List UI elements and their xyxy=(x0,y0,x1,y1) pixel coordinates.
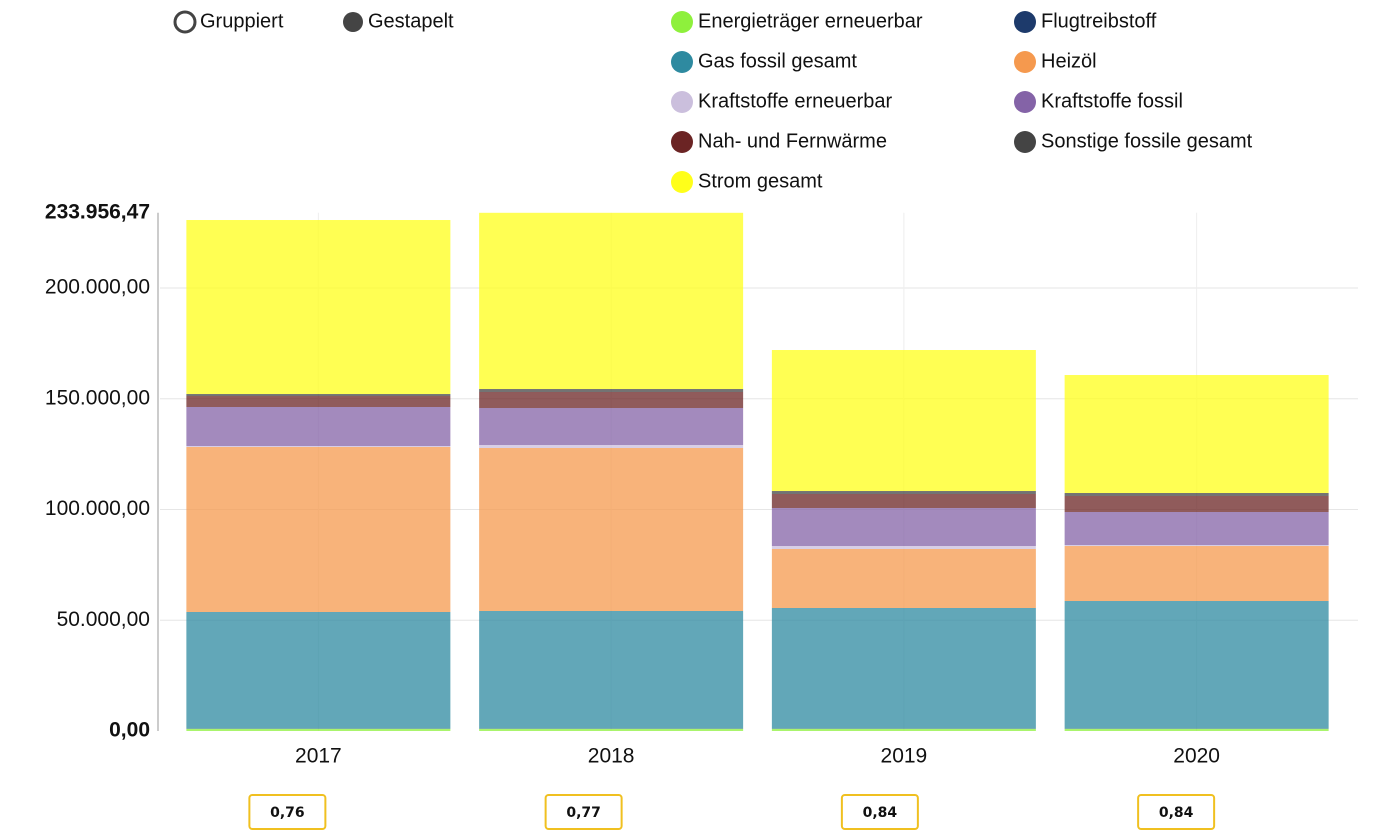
bar-segment[interactable] xyxy=(1064,545,1329,547)
y-tick-label: 233.956,47 xyxy=(45,200,150,223)
legend-label[interactable]: Kraftstoffe fossil xyxy=(1041,90,1183,112)
bar-segment[interactable] xyxy=(479,408,744,446)
bar-segment[interactable] xyxy=(771,507,1036,547)
legend-label[interactable]: Strom gesamt xyxy=(698,170,823,192)
legend-swatch[interactable] xyxy=(671,11,693,33)
mode-label[interactable]: Gestapelt xyxy=(368,10,454,32)
legend-swatch[interactable] xyxy=(1014,51,1036,73)
y-tick-label: 200.000,00 xyxy=(45,276,150,299)
annotation-label: 0,84 xyxy=(1159,805,1194,821)
y-tick-label: 150.000,00 xyxy=(45,386,150,409)
bar-segment[interactable] xyxy=(771,494,1036,508)
legend-label[interactable]: Flugtreibstoff xyxy=(1041,10,1157,32)
annotation-box xyxy=(248,794,327,830)
bar-segment[interactable] xyxy=(771,728,1036,731)
bar-segment[interactable] xyxy=(479,728,744,731)
x-tick-label: 2017 xyxy=(295,745,342,768)
bar-segment[interactable] xyxy=(186,612,451,729)
legend-label[interactable]: Kraftstoffe erneuerbar xyxy=(698,90,893,112)
bar-segment[interactable] xyxy=(1064,601,1329,729)
legend-label[interactable]: Sonstige fossile gesamt xyxy=(1041,130,1253,152)
mode-radio[interactable] xyxy=(173,10,197,34)
bar-segment[interactable] xyxy=(479,445,744,448)
bar-segment[interactable] xyxy=(186,220,451,395)
legend-label[interactable]: Heizöl xyxy=(1041,50,1097,72)
bar-segment[interactable] xyxy=(186,447,451,613)
bar-segment[interactable] xyxy=(479,610,744,729)
bar-segment[interactable] xyxy=(479,212,744,390)
bar-segment[interactable] xyxy=(1064,728,1329,731)
annotation-box xyxy=(1137,794,1216,830)
annotation-label: 0,84 xyxy=(863,805,898,821)
bar-segment[interactable] xyxy=(1064,512,1329,546)
x-tick-label: 2018 xyxy=(588,745,635,768)
bar-segment[interactable] xyxy=(771,548,1036,609)
bar-segment[interactable] xyxy=(479,447,744,611)
legend-label[interactable]: Gas fossil gesamt xyxy=(698,50,857,72)
y-tick-label: 100.000,00 xyxy=(45,497,150,520)
bar-segment[interactable] xyxy=(771,350,1036,492)
annotation-label: 0,77 xyxy=(566,805,601,821)
mode-radio[interactable] xyxy=(343,12,363,32)
bar-segment[interactable] xyxy=(479,389,744,393)
legend-label[interactable]: Nah- und Fernwärme xyxy=(698,130,887,152)
legend-swatch[interactable] xyxy=(671,91,693,113)
legend-label[interactable]: Energieträger erneuerbar xyxy=(698,10,923,32)
annotation-box xyxy=(544,794,623,830)
bar-segment[interactable] xyxy=(186,446,451,448)
y-tick-label: 50.000,00 xyxy=(57,608,150,631)
annotation-label: 0,76 xyxy=(270,805,305,821)
legend-swatch[interactable] xyxy=(671,51,693,73)
bar-segment[interactable] xyxy=(186,406,451,447)
mode-label[interactable]: Gruppiert xyxy=(200,10,284,32)
bar-segment[interactable] xyxy=(1064,375,1329,494)
y-tick-label: 0,00 xyxy=(109,719,150,742)
bar-segment[interactable] xyxy=(186,728,451,731)
bar-segment[interactable] xyxy=(771,608,1036,729)
legend-swatch[interactable] xyxy=(671,131,693,153)
bar-segment[interactable] xyxy=(1064,493,1329,496)
bar-segment[interactable] xyxy=(479,392,744,409)
legend-swatch[interactable] xyxy=(1014,11,1036,33)
annotation-box xyxy=(840,794,919,830)
bar-segment[interactable] xyxy=(771,546,1036,549)
legend-swatch[interactable] xyxy=(671,171,693,193)
bar-segment[interactable] xyxy=(186,396,451,407)
bar-segment[interactable] xyxy=(771,491,1036,495)
bar-segment[interactable] xyxy=(1064,495,1329,513)
legend-swatch[interactable] xyxy=(1014,131,1036,153)
bar-segment[interactable] xyxy=(1064,546,1329,602)
bar-segment[interactable] xyxy=(186,394,451,397)
x-tick-label: 2020 xyxy=(1173,745,1220,768)
legend-swatch[interactable] xyxy=(1014,91,1036,113)
x-tick-label: 2019 xyxy=(881,745,928,768)
